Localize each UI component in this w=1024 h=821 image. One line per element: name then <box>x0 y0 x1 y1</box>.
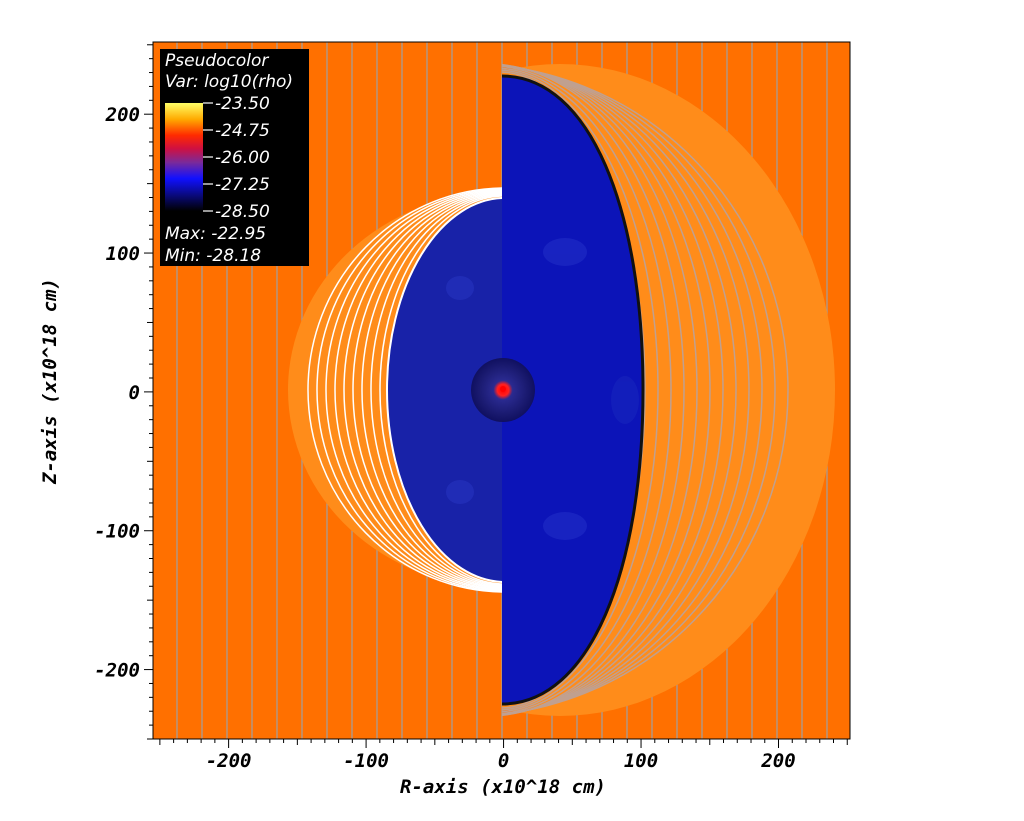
shell-field-line <box>502 64 724 716</box>
shell-field-line <box>502 65 789 715</box>
x-tick-label: 0 <box>498 750 509 772</box>
shell-field-line <box>502 71 646 709</box>
colorbar-legend: Pseudocolor Var: log10(rho) -23.50 -24.75… <box>160 49 309 266</box>
colorbar <box>165 103 203 211</box>
shell-field-lines <box>307 64 789 716</box>
legend-min: Min: -28.18 <box>165 246 261 266</box>
shell-field-line <box>361 193 502 587</box>
left-cavity-rim <box>386 197 502 583</box>
shell-field-line <box>379 195 502 585</box>
shell-field-line <box>307 187 502 593</box>
legend-level-label: -24.75 <box>215 121 270 141</box>
x-tick-label: 200 <box>760 750 795 772</box>
y-tick-label: 0 <box>129 382 140 404</box>
shell-field-line <box>352 192 502 588</box>
shell-field-line <box>502 64 698 716</box>
y-axis-ticks: 200 100 0 -100 -200 <box>94 44 153 740</box>
shell-field-line <box>502 64 711 716</box>
cavity-clumps <box>446 238 639 540</box>
shell-field-line <box>502 65 776 715</box>
y-axis-title: Z-axis (x10^18 cm) <box>39 278 61 485</box>
legend-max: Max: -22.95 <box>165 224 266 244</box>
shell-field-line <box>502 65 685 715</box>
right-cavity <box>502 76 643 704</box>
shell-field-line <box>343 191 502 589</box>
y-tick-label: -200 <box>94 660 140 682</box>
shell-field-line <box>316 188 502 592</box>
x-tick-label: -200 <box>206 750 252 772</box>
y-tick-label: 100 <box>106 243 140 265</box>
legend-level-label: -27.25 <box>215 175 270 195</box>
legend-level-label: -23.50 <box>215 94 270 114</box>
shell-field-line <box>325 189 502 591</box>
legend-variable: Var: log10(rho) <box>165 72 293 92</box>
shell-field-line <box>502 67 672 713</box>
shell-field-line <box>334 190 502 590</box>
plot-area <box>153 42 850 739</box>
left-cavity <box>387 198 502 582</box>
legend-level-label: -28.50 <box>215 202 270 222</box>
x-axis-title: R-axis (x10^18 cm) <box>400 776 606 798</box>
shell-field-line <box>502 64 763 716</box>
central-source <box>500 386 506 392</box>
shell-field-line <box>370 194 502 586</box>
y-tick-label: 200 <box>105 104 140 126</box>
legend-level-label: -26.00 <box>215 148 270 168</box>
x-axis-ticks: -200 -100 0 100 200 <box>159 739 848 772</box>
right-cavity-rim <box>501 74 645 706</box>
plot-frame <box>152 41 851 740</box>
x-tick-label: 100 <box>624 750 658 772</box>
legend-title: Pseudocolor <box>165 51 269 71</box>
shell-field-line <box>502 64 737 716</box>
shell-field-line <box>502 64 750 716</box>
legend-levels: -23.50 -24.75 -26.00 -27.25 -28.50 <box>203 94 270 222</box>
x-tick-label: -100 <box>343 750 389 772</box>
y-tick-label: -100 <box>94 521 140 543</box>
shell-field-line <box>502 69 659 711</box>
